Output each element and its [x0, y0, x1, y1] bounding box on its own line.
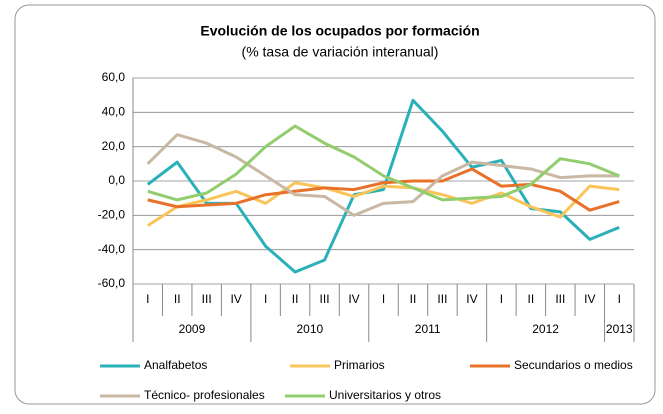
x-tick-label: IV — [230, 292, 241, 306]
legend-label: Técnico- profesionales — [144, 388, 265, 402]
x-tick-label: IV — [584, 292, 595, 306]
chart-subtitle: (% tasa de variación interanual) — [242, 44, 439, 60]
legend-label: Primarios — [334, 358, 385, 372]
x-tick-label: I — [382, 292, 385, 306]
x-tick-label: II — [174, 292, 181, 306]
year-label: 2010 — [296, 322, 323, 336]
x-tick-label: II — [528, 292, 535, 306]
series-line — [147, 167, 620, 212]
y-tick-label: -40,0 — [98, 242, 126, 256]
y-tick-label: -20,0 — [98, 208, 126, 222]
x-tick-label: III — [320, 292, 330, 306]
x-tick-label: III — [555, 292, 565, 306]
legend-label: Secundarios o medios — [514, 358, 633, 372]
legend-label: Analfabetos — [144, 358, 207, 372]
x-tick-label: II — [410, 292, 417, 306]
x-tick-label: I — [146, 292, 149, 306]
y-tick-label: 60,0 — [102, 70, 126, 84]
series-line — [147, 124, 620, 202]
y-tick-label: 40,0 — [102, 105, 126, 119]
x-tick-label: III — [202, 292, 212, 306]
x-tick-label: IV — [466, 292, 477, 306]
x-tick-label: II — [292, 292, 299, 306]
x-tick-label: IV — [348, 292, 359, 306]
chart-title: Evolución de los ocupados por formación — [200, 23, 479, 39]
year-label: 2009 — [179, 322, 206, 336]
legend-label: Universitarios y otros — [329, 388, 441, 402]
x-tick-label: I — [264, 292, 267, 306]
y-tick-label: 0,0 — [108, 173, 125, 187]
year-label: 2012 — [532, 322, 559, 336]
x-tick-label: I — [618, 292, 621, 306]
series-line — [146, 133, 620, 217]
year-label: 2013 — [606, 322, 633, 336]
x-tick-label: III — [437, 292, 447, 306]
y-tick-label: 20,0 — [102, 139, 126, 153]
year-label: 2011 — [415, 322, 441, 336]
series-line — [146, 181, 620, 227]
x-tick-label: I — [500, 292, 503, 306]
y-tick-label: -60,0 — [98, 276, 126, 290]
